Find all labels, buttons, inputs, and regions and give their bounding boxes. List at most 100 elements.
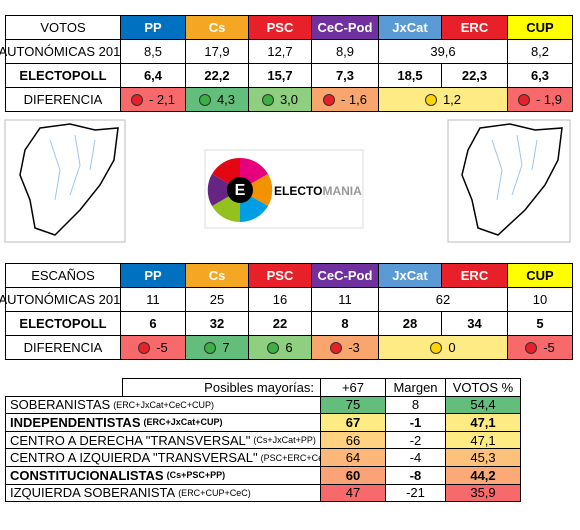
data-cell: 28 bbox=[378, 311, 442, 336]
cell-text: 8 bbox=[411, 397, 420, 413]
row-label: DIFERENCIA bbox=[5, 87, 121, 112]
status-icon bbox=[424, 93, 437, 106]
header-cell: ESCAÑOS bbox=[5, 263, 121, 288]
cell-text: 25 bbox=[209, 292, 225, 307]
data-cell: 8,5 bbox=[120, 39, 186, 64]
cell-text: 47 bbox=[345, 485, 361, 501]
data-cell: - 1,6 bbox=[311, 87, 379, 112]
header-text: CeC-Pod bbox=[317, 20, 373, 35]
cell-text: 17,9 bbox=[204, 44, 230, 59]
status-icon bbox=[198, 93, 211, 106]
data-cell: 6,3 bbox=[507, 63, 573, 88]
cell-text: 22,3 bbox=[461, 68, 488, 83]
data-cell: 17,9 bbox=[185, 39, 249, 64]
row-label: ELECTOPOLL bbox=[5, 63, 121, 88]
cell-text: -21 bbox=[406, 485, 425, 501]
row-label-text: CENTRO A DERECHA "TRANSVERSAL" bbox=[10, 432, 251, 448]
header-text: Posibles mayorías: bbox=[204, 379, 314, 395]
data-cell: 8,2 bbox=[507, 39, 573, 64]
header-text: JxCat bbox=[392, 268, 428, 283]
cell-text: 44,2 bbox=[470, 467, 496, 483]
row-label-text: SOBERANISTAS bbox=[10, 397, 111, 413]
status-icon bbox=[267, 341, 280, 354]
logo-letter: E bbox=[235, 182, 246, 199]
cell-text: 11 bbox=[338, 292, 352, 307]
header-cell: PP bbox=[120, 15, 186, 40]
header-text: VOTOS % bbox=[452, 379, 514, 395]
data-cell: 12,7 bbox=[248, 39, 312, 64]
cell-text: 75 bbox=[345, 397, 361, 413]
header-text: ESCAÑOS bbox=[31, 268, 95, 283]
row-label: AUTONÓMICAS 2015 bbox=[0, 39, 128, 64]
data-cell: 16 bbox=[248, 287, 312, 312]
status-icon bbox=[330, 341, 343, 354]
data-cell: 7,3 bbox=[311, 63, 379, 88]
header-cell: +67 bbox=[320, 378, 386, 397]
map-right bbox=[447, 119, 571, 243]
row-label: CONSTITUCIONALISTAS (Cs+PSC+PP) bbox=[5, 466, 321, 485]
cell-text: 7,3 bbox=[335, 68, 355, 83]
row-label-sub: (Cs+PSC+PP) bbox=[166, 470, 226, 481]
row-label: CENTRO A IZQUIERDA "TRANSVERSAL" (PSC+ERC… bbox=[5, 448, 333, 467]
header-cell: JxCat bbox=[378, 263, 442, 288]
cell-text: 45,3 bbox=[470, 450, 496, 466]
status-icon bbox=[138, 341, 151, 354]
cell-text: 6 bbox=[285, 340, 293, 355]
data-cell: 6 bbox=[120, 311, 186, 336]
logo-text-dark: ELECTO bbox=[274, 184, 322, 198]
cell-text: 64 bbox=[345, 450, 361, 466]
data-cell: 5 bbox=[507, 311, 573, 336]
votes-cell: 54,4 bbox=[445, 395, 521, 415]
header-text: JxCat bbox=[392, 20, 428, 35]
data-cell: - 2,1 bbox=[120, 87, 186, 112]
cell-text: 47,1 bbox=[470, 414, 496, 430]
cell-text: 34 bbox=[467, 316, 482, 331]
status-icon bbox=[130, 93, 143, 106]
data-cell: 8,9 bbox=[311, 39, 379, 64]
data-cell: 6 bbox=[248, 335, 312, 360]
votes-cell: 44,2 bbox=[445, 466, 521, 485]
header-cell: ERC bbox=[441, 15, 508, 40]
cell-text: 22 bbox=[272, 316, 288, 331]
cell-text: 28 bbox=[402, 316, 418, 331]
row-label-text: ELECTOPOLL bbox=[19, 316, 107, 331]
row-label-text: AUTONÓMICAS 2015 bbox=[0, 292, 128, 307]
cell-text: 22,2 bbox=[204, 68, 230, 83]
header-cell: PSC bbox=[248, 263, 312, 288]
status-icon bbox=[430, 341, 443, 354]
status-icon bbox=[204, 341, 217, 354]
data-cell: 22 bbox=[248, 311, 312, 336]
seats-cell: 67 bbox=[320, 413, 386, 432]
row-label-text: DIFERENCIA bbox=[23, 92, 103, 107]
header-text: +67 bbox=[341, 379, 365, 395]
header-cell: Cs bbox=[185, 263, 249, 288]
cell-text: 11 bbox=[146, 292, 160, 307]
row-label-text: DIFERENCIA bbox=[23, 340, 103, 355]
header-cell: Cs bbox=[185, 15, 249, 40]
seats-cell: 75 bbox=[320, 395, 386, 415]
seats-cell: 47 bbox=[320, 483, 386, 503]
cell-text: 7 bbox=[222, 340, 230, 355]
row-label: AUTONÓMICAS 2015 bbox=[0, 287, 128, 312]
margin-cell: 8 bbox=[385, 395, 446, 415]
data-cell: -5 bbox=[507, 335, 573, 360]
header-cell: JxCat bbox=[378, 15, 442, 40]
header-text: ERC bbox=[460, 20, 489, 35]
data-cell: 3,0 bbox=[248, 87, 312, 112]
header-cell: CeC-Pod bbox=[311, 263, 379, 288]
header-text: CeC-Pod bbox=[317, 268, 373, 283]
data-cell: 22,2 bbox=[185, 63, 249, 88]
cell-text: 60 bbox=[345, 467, 361, 483]
cell-text: 12,7 bbox=[267, 44, 293, 59]
data-cell: 8 bbox=[311, 311, 379, 336]
header-cell: PP bbox=[120, 263, 186, 288]
data-cell: 39,6 bbox=[378, 39, 508, 64]
cell-text: 5 bbox=[536, 316, 544, 331]
row-label-sub: (ERC+JxCat+CeC+CUP) bbox=[113, 399, 214, 410]
status-icon bbox=[517, 93, 530, 106]
logo-text-light: MANIA bbox=[322, 184, 362, 198]
cell-text: 39,6 bbox=[430, 44, 456, 59]
data-cell: 32 bbox=[185, 311, 249, 336]
row-label-text: AUTONÓMICAS 2015 bbox=[0, 44, 128, 59]
